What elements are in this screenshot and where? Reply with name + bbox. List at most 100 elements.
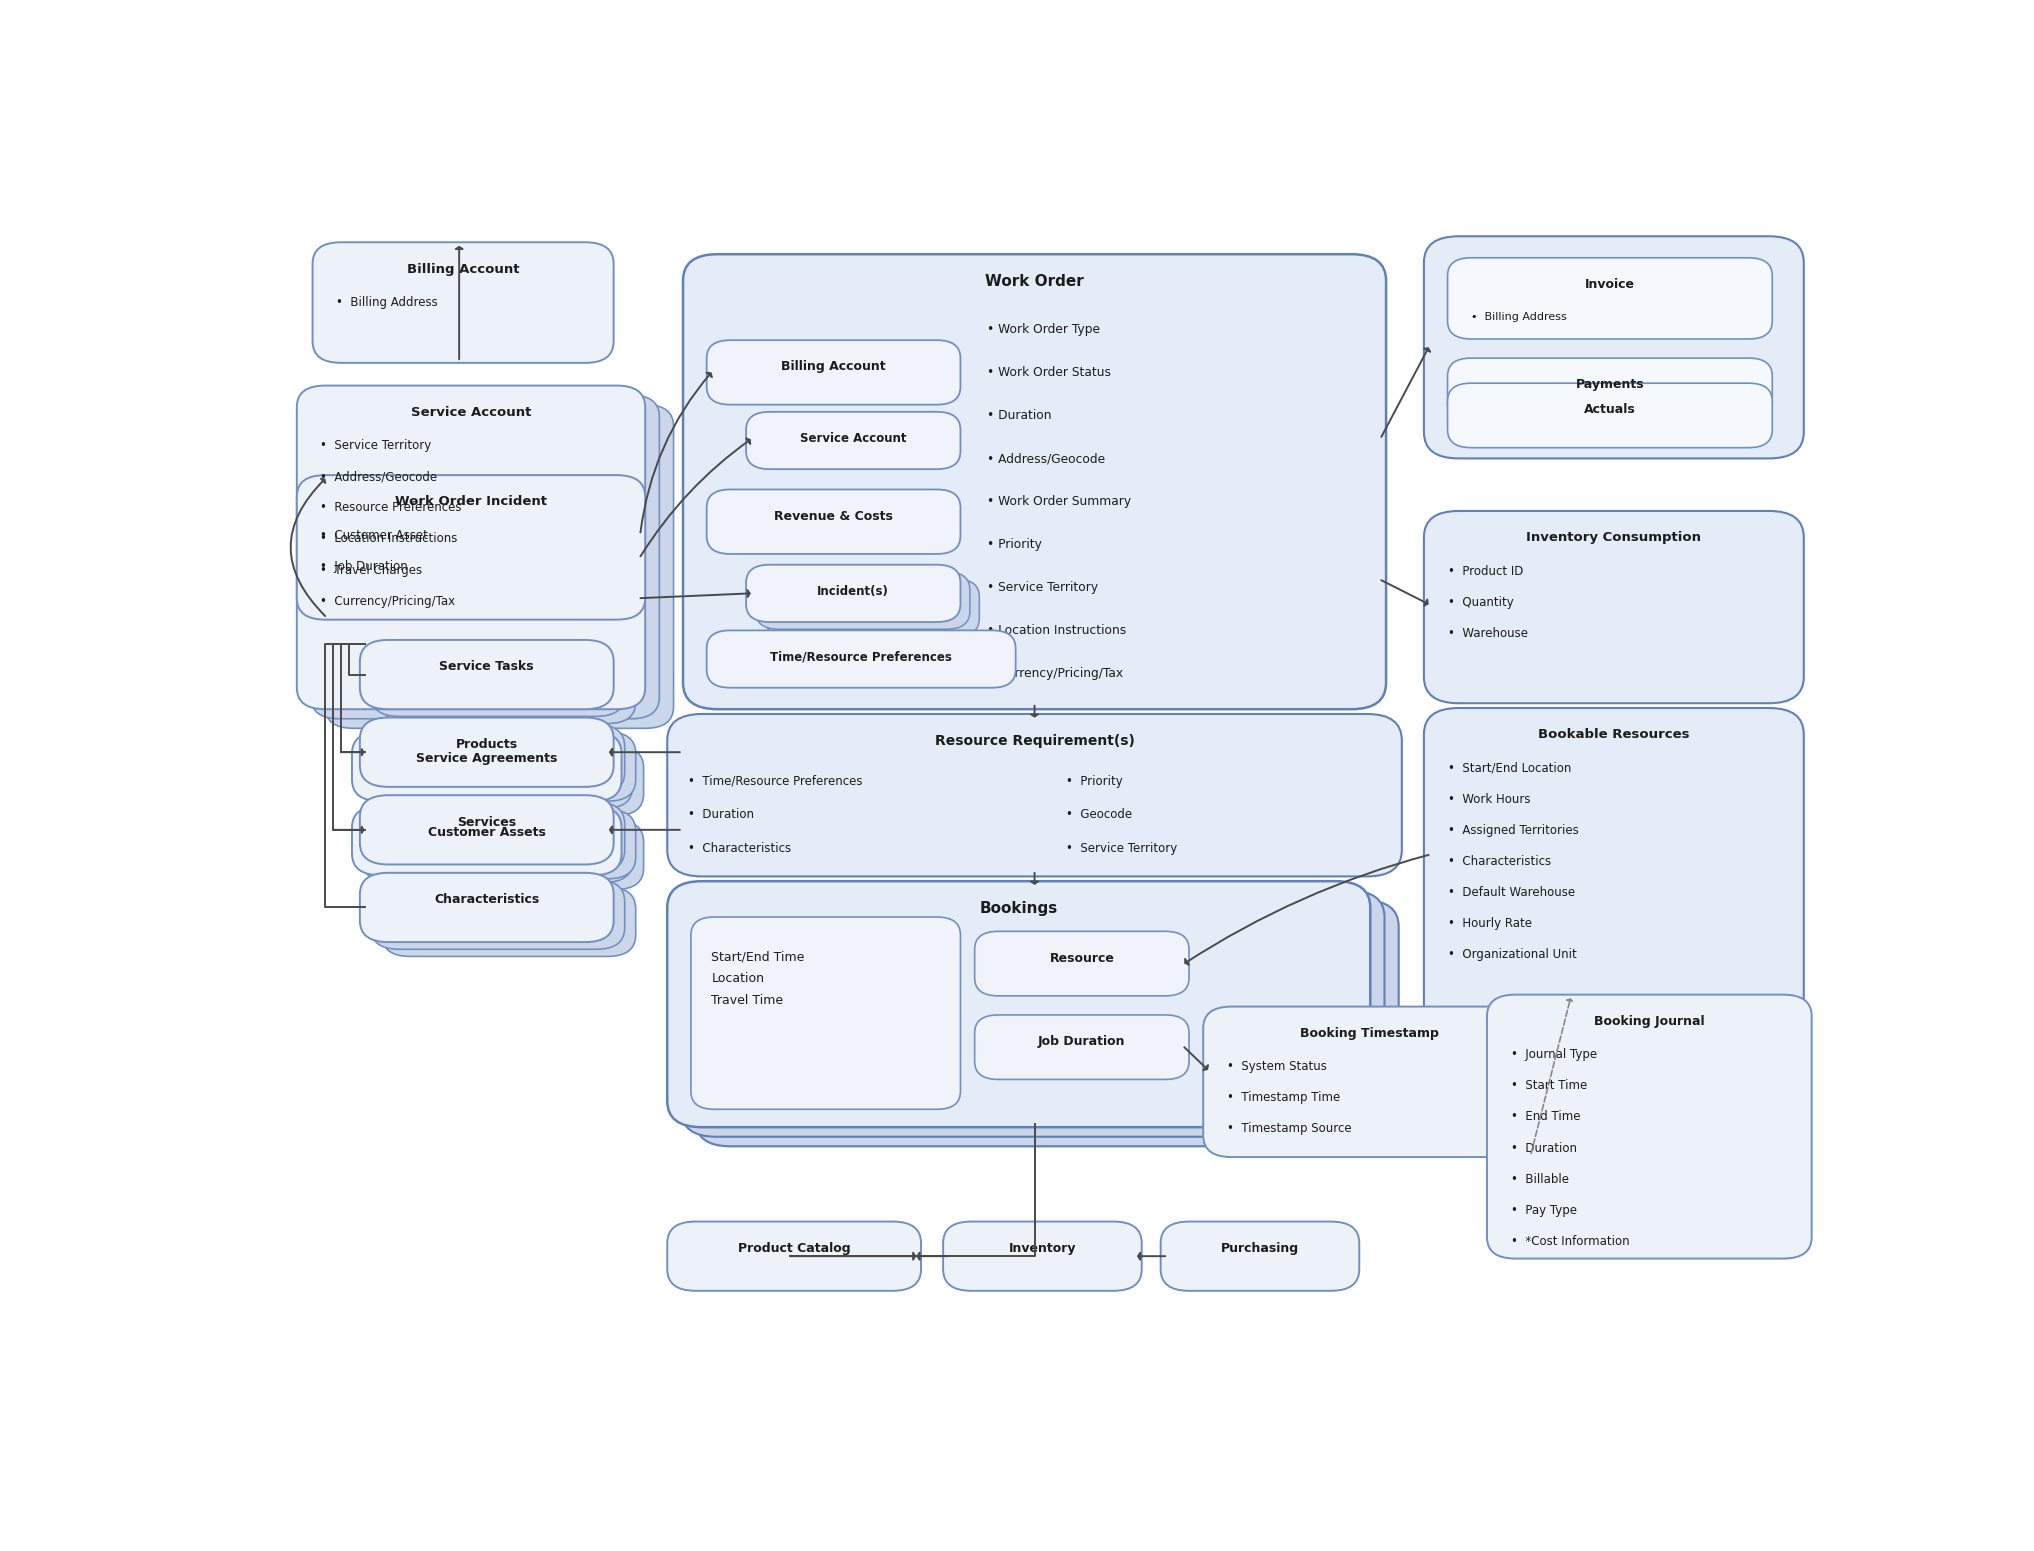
FancyBboxPatch shape <box>667 713 1401 876</box>
FancyBboxPatch shape <box>370 647 624 717</box>
Text: •  Timestamp Time: • Timestamp Time <box>1227 1092 1340 1104</box>
FancyBboxPatch shape <box>765 579 980 636</box>
FancyBboxPatch shape <box>696 900 1399 1146</box>
FancyBboxPatch shape <box>667 881 1371 1128</box>
Text: •  Quantity: • Quantity <box>1448 596 1513 608</box>
Text: Start/End Time
Location
Travel Time: Start/End Time Location Travel Time <box>712 951 805 1008</box>
FancyBboxPatch shape <box>683 254 1385 709</box>
Text: •  Timestamp Source: • Timestamp Source <box>1227 1123 1351 1135</box>
Text: •  Billing Address: • Billing Address <box>1471 312 1566 321</box>
Text: •  Journal Type: • Journal Type <box>1511 1048 1597 1061</box>
FancyBboxPatch shape <box>374 746 643 816</box>
Text: Inventory: Inventory <box>1009 1242 1076 1255</box>
Text: • Priority: • Priority <box>986 538 1041 552</box>
Text: Booking Timestamp: Booking Timestamp <box>1300 1027 1438 1039</box>
FancyBboxPatch shape <box>746 413 960 468</box>
FancyBboxPatch shape <box>1424 510 1804 703</box>
FancyBboxPatch shape <box>1161 1222 1359 1290</box>
FancyBboxPatch shape <box>362 740 633 808</box>
Text: Job Duration: Job Duration <box>1037 1035 1125 1048</box>
FancyBboxPatch shape <box>360 718 614 786</box>
Text: Bookable Resources: Bookable Resources <box>1538 729 1690 741</box>
FancyBboxPatch shape <box>352 807 622 875</box>
Text: •  Characteristics: • Characteristics <box>1448 855 1550 869</box>
Text: Time/Resource Preferences: Time/Resource Preferences <box>771 651 952 664</box>
Text: •  Duration: • Duration <box>1511 1142 1576 1154</box>
FancyBboxPatch shape <box>360 641 614 709</box>
Text: •  Hourly Rate: • Hourly Rate <box>1448 917 1532 931</box>
FancyBboxPatch shape <box>311 396 659 718</box>
Text: Invoice: Invoice <box>1584 278 1635 292</box>
Text: •  System Status: • System Status <box>1227 1061 1326 1073</box>
Text: •  Service Territory: • Service Territory <box>1066 842 1178 855</box>
Text: •  *Cost Information: • *Cost Information <box>1511 1235 1629 1247</box>
FancyBboxPatch shape <box>1424 236 1804 459</box>
FancyBboxPatch shape <box>1204 1007 1536 1157</box>
Text: •  Product ID: • Product ID <box>1448 565 1523 577</box>
FancyBboxPatch shape <box>382 887 637 957</box>
FancyBboxPatch shape <box>944 1222 1141 1290</box>
Text: Payments: Payments <box>1576 378 1643 391</box>
Text: Financial Information: Financial Information <box>1530 256 1698 270</box>
FancyBboxPatch shape <box>297 386 645 709</box>
Text: •  Start/End Location: • Start/End Location <box>1448 762 1570 776</box>
FancyBboxPatch shape <box>1448 257 1772 340</box>
Text: • Service Territory: • Service Territory <box>986 582 1098 594</box>
Text: Incident(s): Incident(s) <box>818 585 889 599</box>
FancyBboxPatch shape <box>692 917 960 1109</box>
FancyBboxPatch shape <box>974 931 1190 996</box>
FancyBboxPatch shape <box>706 630 1015 687</box>
Text: Revenue & Costs: Revenue & Costs <box>775 510 893 523</box>
Text: • Work Order Status: • Work Order Status <box>986 366 1111 380</box>
Text: •  Billable: • Billable <box>1511 1173 1568 1185</box>
Text: Service Agreements: Service Agreements <box>417 752 557 765</box>
Text: Actuals: Actuals <box>1584 403 1635 417</box>
Text: Work Order: Work Order <box>984 275 1084 290</box>
FancyBboxPatch shape <box>1424 707 1804 1038</box>
Text: •  End Time: • End Time <box>1511 1111 1580 1123</box>
FancyBboxPatch shape <box>1487 994 1812 1258</box>
Text: Service Account: Service Account <box>411 406 531 419</box>
Text: Service Account: Service Account <box>799 433 907 445</box>
Text: Inventory Consumption: Inventory Consumption <box>1526 532 1700 544</box>
FancyBboxPatch shape <box>313 242 614 363</box>
Text: •  Travel Charges: • Travel Charges <box>321 563 423 577</box>
Text: • Work Order Summary: • Work Order Summary <box>986 495 1131 509</box>
FancyBboxPatch shape <box>382 732 637 802</box>
FancyBboxPatch shape <box>681 890 1385 1137</box>
Text: Characteristics: Characteristics <box>433 893 539 906</box>
FancyBboxPatch shape <box>370 724 624 794</box>
Text: •  Warehouse: • Warehouse <box>1448 627 1528 641</box>
Text: • Address/Geocode: • Address/Geocode <box>986 453 1104 465</box>
Text: •  Billing Address: • Billing Address <box>336 296 437 309</box>
Text: Work Order Incident: Work Order Incident <box>395 495 547 509</box>
Text: •  Assigned Territories: • Assigned Territories <box>1448 824 1578 838</box>
FancyBboxPatch shape <box>1448 383 1772 448</box>
FancyBboxPatch shape <box>352 732 622 802</box>
Text: Service Tasks: Service Tasks <box>439 661 535 673</box>
Text: •  Customer Asset: • Customer Asset <box>321 529 429 541</box>
Text: • Work Order Type: • Work Order Type <box>986 324 1100 337</box>
FancyBboxPatch shape <box>667 1222 921 1290</box>
FancyBboxPatch shape <box>360 796 614 864</box>
FancyBboxPatch shape <box>746 565 960 622</box>
FancyBboxPatch shape <box>374 820 643 890</box>
Text: •  Job Duration: • Job Duration <box>321 560 409 572</box>
Text: • Currency/Pricing/Tax: • Currency/Pricing/Tax <box>986 667 1123 681</box>
Text: • Duration: • Duration <box>986 409 1052 422</box>
Text: •  Service Territory: • Service Territory <box>321 439 431 453</box>
FancyBboxPatch shape <box>706 490 960 554</box>
Text: Resource: Resource <box>1050 952 1115 965</box>
Text: Customer Assets: Customer Assets <box>427 827 545 839</box>
Text: Products: Products <box>456 738 519 751</box>
Text: Product Catalog: Product Catalog <box>738 1242 850 1255</box>
Text: Resource Requirement(s): Resource Requirement(s) <box>934 734 1135 748</box>
Text: Purchasing: Purchasing <box>1220 1242 1300 1255</box>
FancyBboxPatch shape <box>706 340 960 405</box>
Text: Billing Account: Billing Account <box>781 360 887 374</box>
Text: Bookings: Bookings <box>980 901 1058 917</box>
Text: •  Address/Geocode: • Address/Geocode <box>321 470 437 484</box>
FancyBboxPatch shape <box>362 813 633 883</box>
Text: •  Priority: • Priority <box>1066 776 1123 788</box>
Text: •  Organizational Unit: • Organizational Unit <box>1448 948 1576 962</box>
